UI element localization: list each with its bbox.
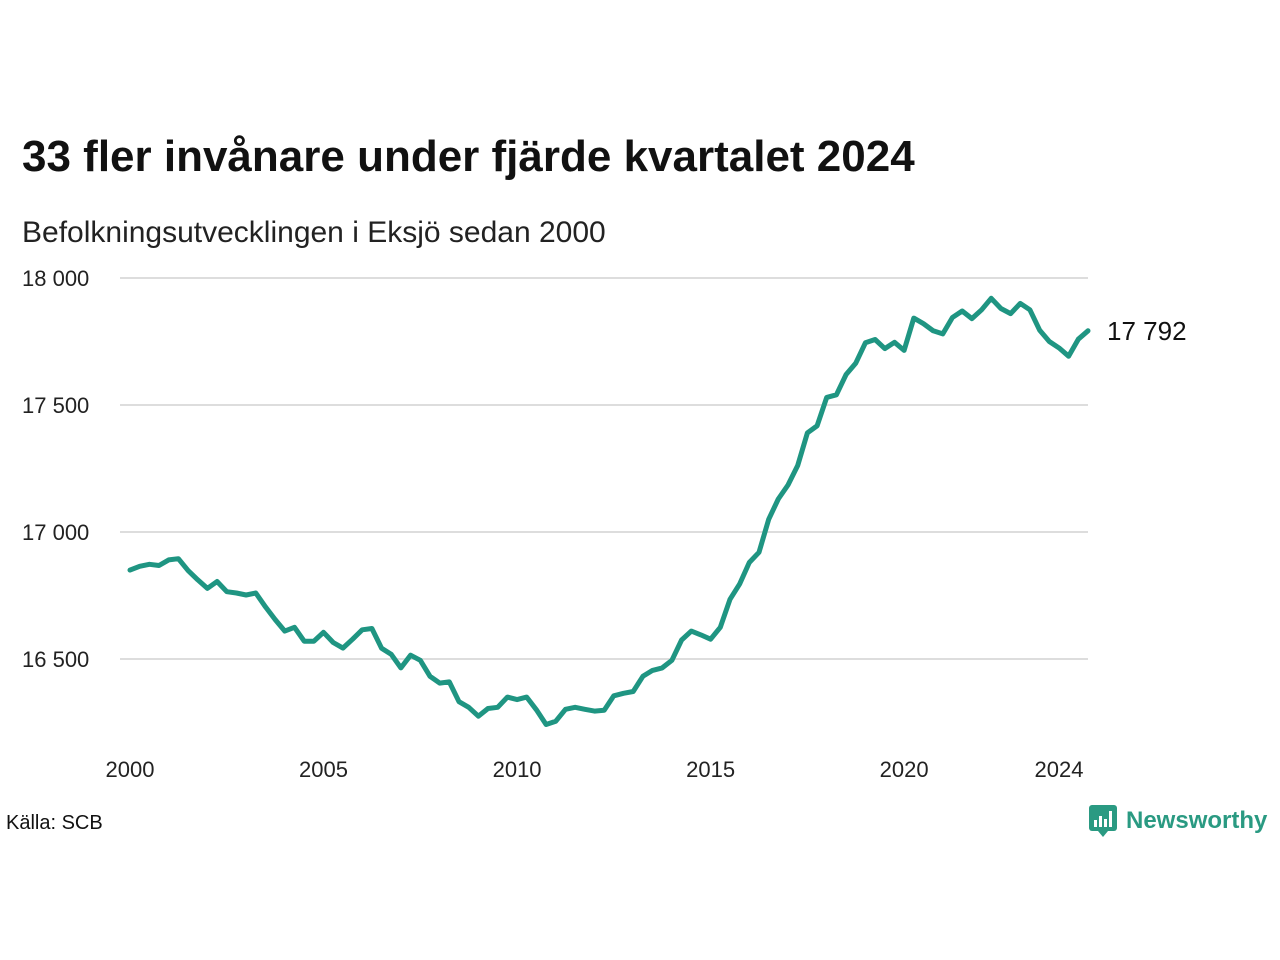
gridlines (120, 277, 1088, 660)
y-axis-ticks: 16 500 17 000 17 500 18 000 (22, 266, 89, 672)
chart-title: 33 fler invånare under fjärde kvartalet … (22, 132, 915, 181)
end-value-label: 17 792 (1107, 316, 1187, 346)
x-tick-label: 2020 (880, 757, 929, 782)
newsworthy-icon (1089, 805, 1117, 837)
x-tick-label: 2010 (493, 757, 542, 782)
x-tick-label: 2000 (106, 757, 155, 782)
x-tick-label: 2005 (299, 757, 348, 782)
x-tick-label: 2024 (1034, 757, 1083, 782)
y-tick-label: 18 000 (22, 266, 89, 291)
brand-name: Newsworthy (1126, 807, 1268, 834)
end-label-group: 17 792 (1107, 316, 1187, 346)
series-line (127, 295, 1091, 727)
series-group (127, 295, 1091, 727)
brand-logo[interactable]: Newsworthy (1088, 804, 1267, 838)
x-tick-label: 2015 (686, 757, 735, 782)
y-tick-label: 16 500 (22, 647, 89, 672)
source-note: Källa: SCB (6, 812, 103, 834)
y-tick-label: 17 500 (22, 393, 89, 418)
x-axis-ticks: 2000 2005 2010 2015 2020 2024 (106, 757, 1084, 782)
y-tick-label: 17 000 (22, 520, 89, 545)
chart-subtitle: Befolkningsutvecklingen i Eksjö sedan 20… (22, 216, 606, 249)
